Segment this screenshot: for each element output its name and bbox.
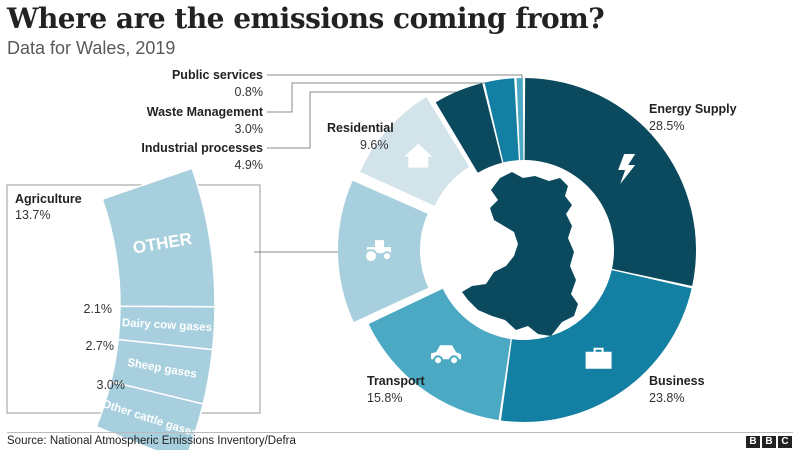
house-icon bbox=[404, 143, 433, 168]
icons-layer bbox=[364, 143, 636, 369]
label-industrial-name: Industrial processes bbox=[141, 141, 263, 155]
logo-letter: C bbox=[778, 436, 792, 448]
label-transport-value: 15.8% bbox=[367, 391, 402, 405]
slice-industrial bbox=[435, 83, 503, 173]
label-transport-name: Transport bbox=[367, 374, 425, 388]
chart-subtitle: Data for Wales, 2019 bbox=[7, 38, 176, 58]
tractor-icon bbox=[364, 240, 393, 264]
public-leader-line bbox=[267, 74, 523, 86]
bbc-logo: B B C bbox=[746, 436, 792, 448]
label-dairy-value: 2.1% bbox=[84, 302, 113, 316]
label-agriculture-name: Agriculture bbox=[15, 192, 82, 206]
label-residential-name: Residential bbox=[327, 121, 394, 135]
label-residential-value: 9.6% bbox=[360, 138, 389, 152]
label-public-name: Public services bbox=[172, 68, 263, 82]
label-industrial-value: 4.9% bbox=[235, 158, 264, 172]
breakdown-label: Dairy cow gases bbox=[122, 317, 213, 334]
footer-divider bbox=[7, 432, 793, 433]
slice-business bbox=[500, 270, 692, 422]
logo-letter: B bbox=[746, 436, 760, 448]
lightning-icon bbox=[618, 154, 636, 185]
label-waste-value: 3.0% bbox=[235, 122, 264, 136]
slice-waste bbox=[484, 78, 519, 163]
label-energy-value: 28.5% bbox=[649, 119, 684, 133]
label-sheep-value: 2.7% bbox=[86, 339, 115, 353]
label-business-name: Business bbox=[649, 374, 705, 388]
slice-energy bbox=[524, 78, 696, 287]
briefcase-icon bbox=[585, 347, 612, 369]
wales-map-image bbox=[462, 172, 578, 336]
label-business-value: 23.8% bbox=[649, 391, 684, 405]
logo-letter: B bbox=[762, 436, 776, 448]
label-other-cattle-value: 3.0% bbox=[97, 378, 126, 392]
chart-title: Where are the emissions coming from? bbox=[7, 2, 605, 35]
source-note: Source: National Atmospheric Emissions I… bbox=[7, 435, 296, 447]
car-icon bbox=[431, 345, 462, 366]
label-waste-name: Waste Management bbox=[147, 105, 264, 119]
label-energy-name: Energy Supply bbox=[649, 102, 737, 116]
label-public-value: 0.8% bbox=[235, 85, 264, 99]
label-agriculture-value: 13.7% bbox=[15, 208, 50, 222]
slice-public bbox=[516, 78, 524, 161]
